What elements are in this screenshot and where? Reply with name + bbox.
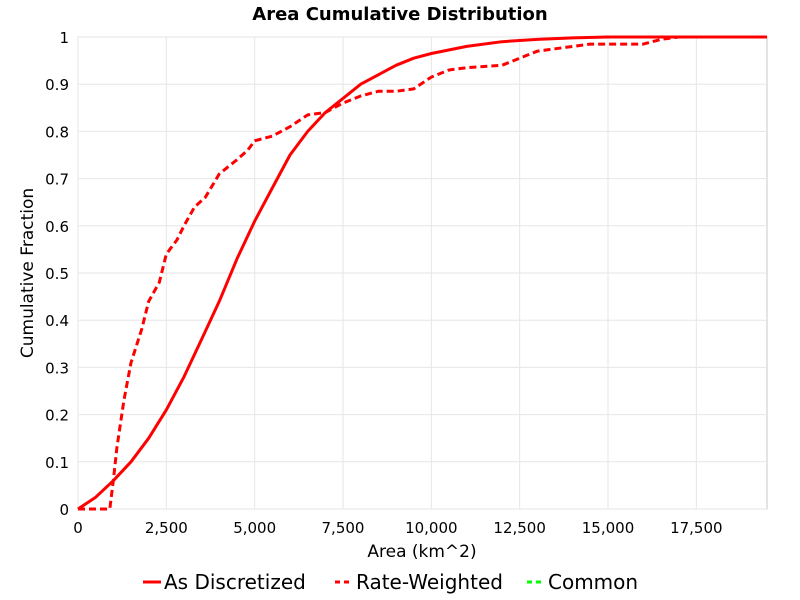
x-tick-label: 5,000: [233, 519, 276, 537]
legend-label-common: Common: [548, 570, 638, 594]
y-tick-label: 0.2: [45, 407, 69, 425]
series-lines: [77, 35, 767, 511]
y-tick-label: 1: [59, 29, 69, 47]
y-tick-label: 0.4: [45, 312, 69, 330]
x-tick-label: 2,500: [145, 519, 188, 537]
chart-title: Area Cumulative Distribution: [252, 4, 547, 25]
x-tick-label: 15,000: [582, 519, 635, 537]
series-line-rate-weighted: [78, 35, 767, 511]
x-tick-labels: 0 2,500 5,000 7,500 10,000 12,500 15,000 17,500: [73, 519, 722, 537]
y-tick-label: 0.5: [45, 265, 69, 283]
x-tick-label: 17,500: [670, 519, 723, 537]
y-tick-label: 0.7: [45, 171, 69, 189]
x-tick-label: 7,500: [322, 519, 365, 537]
y-tick-label: 0: [59, 501, 69, 519]
series-line-as-discretized: [77, 35, 767, 511]
x-axis-label: Area (km^2): [367, 542, 476, 562]
y-tick-label: 0.3: [45, 359, 69, 377]
y-tick-label: 0.1: [45, 454, 69, 472]
x-tick-label: 0: [73, 519, 83, 537]
y-tick-label: 0.8: [45, 123, 69, 141]
x-tick-label: 10,000: [405, 519, 458, 537]
legend-label-as-discretized: As Discretized: [164, 570, 306, 594]
y-tick-labels: 0 0.1 0.2 0.3 0.4 0.5 0.6 0.7 0.8 0.9 1: [45, 29, 69, 519]
y-axis-label: Cumulative Fraction: [18, 188, 38, 358]
legend-label-rate-weighted: Rate-Weighted: [356, 570, 503, 594]
x-tick-label: 12,500: [493, 519, 546, 537]
y-tick-label: 0.9: [45, 76, 69, 94]
legend: As Discretized Rate-Weighted Common: [143, 570, 638, 594]
y-tick-label: 0.6: [45, 218, 69, 236]
